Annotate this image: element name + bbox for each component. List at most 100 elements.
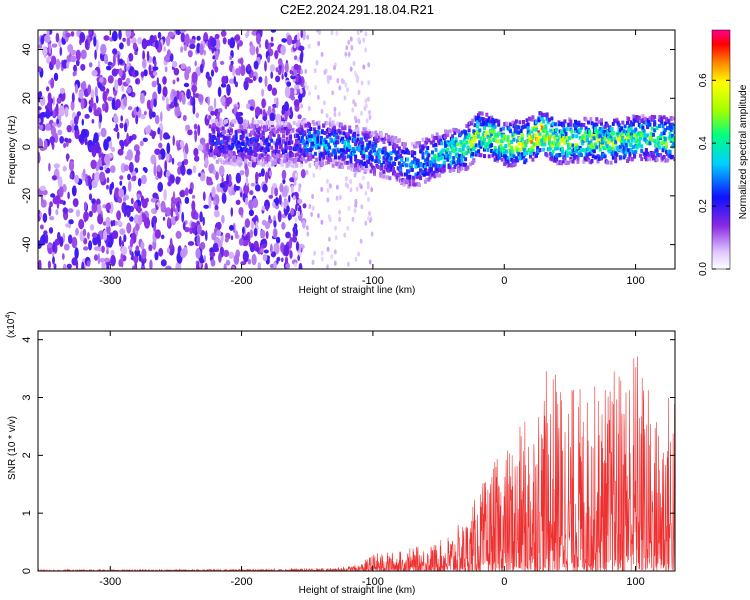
spectrogram-cell <box>74 174 80 184</box>
snr-series-line <box>38 356 675 571</box>
spectrogram-cell <box>212 242 219 252</box>
spectrogram-cell <box>316 139 320 144</box>
spectrogram-cell <box>558 122 562 126</box>
spectrogram-cell <box>76 111 81 117</box>
spectrogram-cell <box>306 34 310 40</box>
spectrogram-cell <box>356 130 360 135</box>
spectrogram-cell <box>410 167 414 172</box>
spectrogram-cell <box>217 112 220 119</box>
spectrogram-cell <box>51 43 58 48</box>
spectrogram-cell <box>485 112 489 117</box>
spectrogram-cell <box>452 160 456 165</box>
spectrogram-cell <box>539 128 543 133</box>
spectrogram-cell <box>634 127 638 132</box>
spectrogram-cell <box>218 252 222 263</box>
spectrogram-cell <box>382 169 386 174</box>
spectrogram-cell <box>265 144 269 149</box>
spectrogram-cell <box>225 259 231 266</box>
spectrogram-cell <box>317 94 320 100</box>
spectrogram-cell <box>214 148 218 153</box>
spectrogram-cell <box>84 113 90 119</box>
spectrogram-cell <box>289 137 293 142</box>
spectrogram-cell <box>422 162 426 167</box>
spectrogram-cell <box>627 126 631 131</box>
spectrogram-cell <box>64 137 69 143</box>
spectrogram-cell <box>154 148 161 155</box>
spectrogram-cell <box>128 135 134 142</box>
spectrogram-cell <box>467 133 471 138</box>
spectrogram-cell <box>577 120 581 125</box>
spectrogram-cell <box>165 35 171 47</box>
spectrogram-cell <box>490 132 494 137</box>
spectrogram-cell <box>591 145 595 150</box>
spectrogram-cell <box>172 90 178 97</box>
spectrogram-cell <box>208 124 212 129</box>
spectrogram-cell <box>71 185 77 197</box>
spectrogram-cell <box>363 128 367 133</box>
spectrogram-cell <box>320 256 324 262</box>
spectrogram-cell <box>172 191 176 203</box>
spectrogram-cell <box>643 133 647 138</box>
spectrogram-cell <box>454 137 458 142</box>
spectrogram-cell <box>644 121 648 126</box>
spectrogram-cell <box>244 163 248 170</box>
spectrogram-cell <box>639 136 642 141</box>
spectrogram-cell <box>348 145 352 149</box>
spectrogram-cell <box>211 142 215 146</box>
spectrogram-cell <box>293 43 297 49</box>
spectrogram-cell <box>540 117 544 122</box>
spectrogram-cell <box>630 132 634 137</box>
spectrogram-cell <box>629 143 633 147</box>
spectrogram-cell <box>393 148 397 153</box>
spectrogram-cell <box>621 142 625 147</box>
spectrogram-cell <box>517 125 521 130</box>
spectrogram-cell <box>243 125 246 129</box>
spectrogram-cell <box>609 134 613 139</box>
spectrogram-cell <box>137 36 143 45</box>
spectrogram-cell <box>67 44 74 53</box>
spectrogram-cell <box>323 131 327 135</box>
spectrogram-cell <box>40 111 47 118</box>
spectrogram-cell <box>416 143 420 148</box>
spectrogram-cell <box>357 37 361 43</box>
spectrogram-cell <box>512 159 516 164</box>
spectrogram-cell <box>210 37 217 48</box>
spectrogram-cell <box>509 148 512 153</box>
spectrogram-cell <box>262 254 268 262</box>
spectrogram-cell <box>448 168 452 173</box>
spectrogram-cell <box>58 38 62 48</box>
spectrogram-cell <box>299 139 303 144</box>
spectrogram-cell <box>420 163 424 168</box>
spectrogram-cell <box>394 136 398 140</box>
spectrogram-cell <box>47 260 52 269</box>
spectrogram-cell <box>660 131 664 136</box>
spectrogram-cell <box>75 209 81 218</box>
spectrogram-cell <box>160 234 165 240</box>
spectrogram-cell <box>363 168 367 173</box>
spectrogram-cell <box>538 141 542 146</box>
spectrogram-cell <box>627 128 631 133</box>
spectrogram-cell <box>442 164 446 169</box>
spectrogram-cell <box>224 237 229 243</box>
spectrogram-cell <box>180 248 187 259</box>
spectrogram-cell <box>358 139 362 144</box>
spectrogram-cell <box>332 148 336 153</box>
spectrogram-cell <box>190 95 193 106</box>
spectrogram-cell <box>150 154 157 165</box>
spectrogram-cell <box>376 165 380 169</box>
spectrogram-cell <box>376 151 380 156</box>
spectrogram-cell <box>344 51 348 57</box>
spectrogram-cell <box>83 201 87 211</box>
spectrogram-cell <box>587 157 590 162</box>
spectrogram-cell <box>83 246 89 251</box>
spectrogram-cell <box>433 159 437 164</box>
spectrogram-cell <box>80 97 85 110</box>
spectrogram-cell <box>316 136 320 141</box>
spectrogram-cell <box>133 254 139 264</box>
spectrogram-cell <box>421 151 425 156</box>
spectrogram-cell <box>308 133 311 138</box>
snr-x-ticks: -300 -200 -100 0 100 <box>99 331 645 588</box>
spectrogram-cell <box>88 30 93 36</box>
spectrogram-cell <box>512 154 516 159</box>
spectrogram-cell <box>97 253 101 265</box>
